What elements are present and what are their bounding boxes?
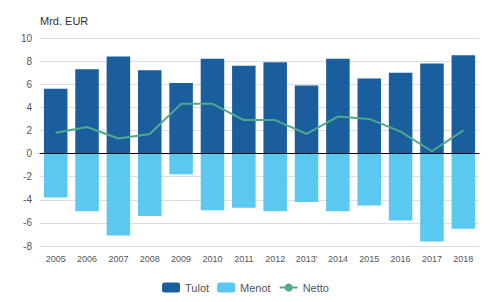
svg-text:-8: -8	[23, 241, 32, 252]
svg-text:-6: -6	[23, 217, 32, 228]
svg-text:2013': 2013'	[296, 254, 318, 264]
svg-text:2017: 2017	[422, 254, 442, 264]
svg-text:Netto: Netto	[303, 282, 329, 294]
svg-text:2009: 2009	[171, 254, 191, 264]
svg-text:10: 10	[21, 33, 33, 44]
svg-text:Mrd. EUR: Mrd. EUR	[40, 15, 88, 27]
svg-text:2007: 2007	[108, 254, 128, 264]
svg-text:2005: 2005	[46, 254, 66, 264]
svg-text:2010: 2010	[202, 254, 222, 264]
svg-text:2015: 2015	[359, 254, 379, 264]
svg-text:0: 0	[26, 148, 32, 159]
svg-text:-4: -4	[23, 194, 32, 205]
svg-text:2018: 2018	[453, 254, 473, 264]
svg-text:4: 4	[26, 102, 32, 113]
svg-text:2014: 2014	[328, 254, 348, 264]
svg-text:2006: 2006	[77, 254, 97, 264]
svg-text:8: 8	[26, 56, 32, 67]
svg-text:2012: 2012	[265, 254, 285, 264]
svg-text:Menot: Menot	[240, 282, 271, 294]
svg-text:2011: 2011	[234, 254, 253, 264]
svg-text:2008: 2008	[140, 254, 160, 264]
svg-text:2: 2	[26, 125, 32, 136]
svg-text:6: 6	[26, 79, 32, 90]
svg-text:2016: 2016	[391, 254, 411, 264]
svg-text:-2: -2	[23, 171, 32, 182]
svg-text:Tulot: Tulot	[185, 282, 209, 294]
